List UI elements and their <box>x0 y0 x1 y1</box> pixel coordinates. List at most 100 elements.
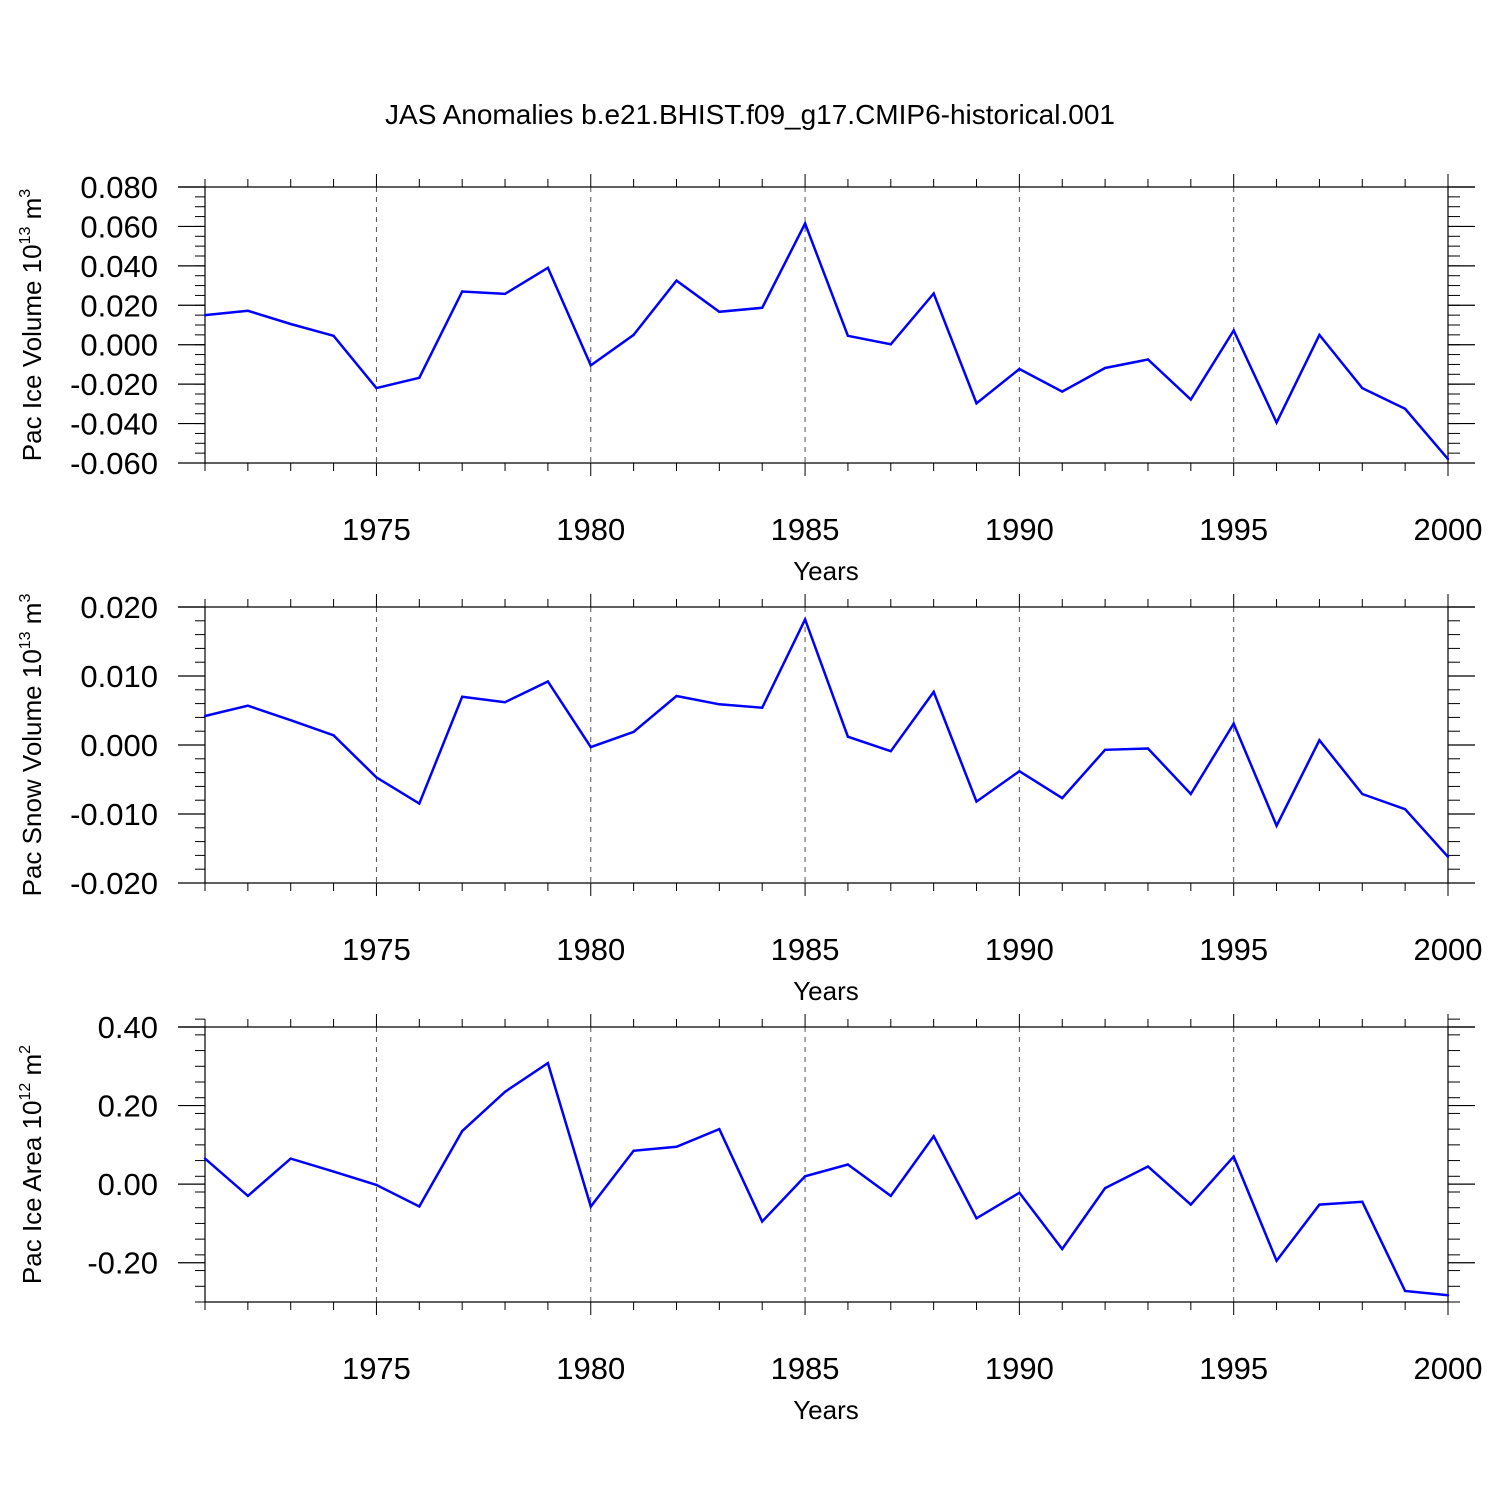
data-point <box>1446 855 1450 858</box>
data-point <box>846 735 850 738</box>
data-point <box>718 703 721 706</box>
data-point <box>1361 792 1364 796</box>
y-axis-label: Pac Snow Volume 1013 m3 <box>17 594 47 897</box>
x-tick-label: 1995 <box>1199 932 1268 967</box>
x-tick-label: 1985 <box>771 932 840 967</box>
data-point <box>1189 398 1193 401</box>
y-axis-label-unit: m <box>17 1054 47 1083</box>
y-axis-label-unit-exponent: 3 <box>17 189 34 198</box>
panel-3: -0.20 0.00 0.20 0.40 1975 1980 1985 1990 1995 200… <box>17 1010 1482 1425</box>
data-point <box>1361 1200 1364 1204</box>
y-axis-label: Pac Ice Area 1012 m2 <box>17 1045 47 1284</box>
data-point <box>1061 1247 1064 1251</box>
x-tick-label: 1990 <box>985 512 1054 547</box>
y-tick-label: -0.20 <box>87 1246 158 1281</box>
data-point <box>1275 421 1278 424</box>
data-point <box>632 1149 635 1152</box>
data-point <box>889 1194 892 1198</box>
data-point <box>1232 329 1235 332</box>
y-tick-label: 0.040 <box>80 249 158 284</box>
data-point <box>975 800 978 803</box>
data-point <box>289 718 292 722</box>
y-axis-label-exponent: 13 <box>17 631 34 649</box>
data-point <box>375 386 378 390</box>
data-point <box>932 292 935 295</box>
data-point <box>589 364 592 367</box>
data-point <box>503 292 507 296</box>
data-point <box>1146 1165 1150 1168</box>
data-point <box>1361 386 1364 390</box>
y-axis-label-text: Pac Ice Volume 10 <box>17 244 47 461</box>
data-point <box>1018 367 1021 371</box>
data-point <box>589 745 592 749</box>
data-point <box>203 714 207 718</box>
x-axis-label: Years <box>793 1395 859 1425</box>
y-axis-label-unit: m <box>17 603 47 632</box>
data-point <box>589 1205 592 1208</box>
data-point <box>1189 792 1193 796</box>
data-point <box>675 694 678 698</box>
data-point <box>761 706 764 709</box>
data-point <box>1232 722 1235 725</box>
x-tick-label: 1980 <box>556 512 625 547</box>
data-point <box>846 334 850 338</box>
data-point <box>1146 747 1150 750</box>
data-point <box>246 309 250 313</box>
data-point <box>632 730 635 734</box>
y-tick-label: -0.040 <box>70 407 158 442</box>
y-axis-label: Pac Ice Volume 1013 m3 <box>17 189 47 462</box>
y-tick-label: -0.060 <box>70 446 158 481</box>
data-point <box>718 310 721 313</box>
data-point <box>418 376 421 380</box>
data-point <box>546 1061 550 1065</box>
data-point <box>846 1163 850 1166</box>
data-point <box>1061 796 1064 800</box>
x-tick-label: 1985 <box>771 1351 840 1386</box>
data-point <box>632 333 635 337</box>
x-tick-label: 1985 <box>771 512 840 547</box>
data-point <box>675 1145 678 1149</box>
data-point <box>203 313 207 317</box>
y-axis-label-text: Pac Ice Area 10 <box>17 1101 47 1285</box>
y-axis-label-unit-exponent: 3 <box>17 594 34 603</box>
data-point <box>203 1157 207 1160</box>
data-point <box>975 402 978 405</box>
data-point <box>289 322 292 326</box>
figure-title: JAS Anomalies b.e21.BHIST.f09_g17.CMIP6-… <box>385 99 1115 130</box>
data-point <box>460 290 464 293</box>
y-tick-label: 0.000 <box>80 328 158 363</box>
x-tick-label: 1980 <box>556 1351 625 1386</box>
y-axis-label-exponent: 12 <box>17 1083 34 1101</box>
x-tick-label: 1995 <box>1199 1351 1268 1386</box>
data-point <box>1403 807 1407 811</box>
data-point <box>803 222 807 225</box>
data-point <box>546 266 550 270</box>
series-line <box>204 616 1449 858</box>
x-tick-label: 2000 <box>1414 1351 1483 1386</box>
y-tick-label: 0.060 <box>80 209 158 244</box>
data-point <box>889 750 892 753</box>
x-tick-label: 1995 <box>1199 512 1268 547</box>
data-point <box>460 1129 464 1133</box>
x-tick-label: 1975 <box>342 932 411 967</box>
y-tick-label: 0.020 <box>80 590 158 625</box>
y-tick-label: 0.20 <box>98 1089 158 1124</box>
data-point <box>1232 1155 1235 1158</box>
data-point <box>1318 1203 1321 1206</box>
data-point <box>546 680 550 683</box>
data-point <box>761 1220 764 1223</box>
data-point <box>460 695 464 698</box>
y-tick-label: 0.080 <box>80 170 158 205</box>
panel-2: -0.020 -0.010 0.000 0.010 0.020 1975 1980 1985 1… <box>17 590 1482 1006</box>
data-point <box>375 776 378 779</box>
data-point <box>1446 1294 1450 1297</box>
data-point <box>332 334 335 338</box>
data-point <box>1275 1259 1278 1262</box>
data-point <box>1275 824 1278 827</box>
x-tick-label: 1975 <box>342 1351 411 1386</box>
y-tick-label: 0.010 <box>80 659 158 694</box>
x-tick-label: 2000 <box>1414 932 1483 967</box>
panels: -0.060 -0.040 -0.020 0.000 0.020 0.040 0.060 0.… <box>17 170 1482 1425</box>
data-point <box>932 1135 935 1138</box>
x-axis-label: Years <box>793 556 859 586</box>
